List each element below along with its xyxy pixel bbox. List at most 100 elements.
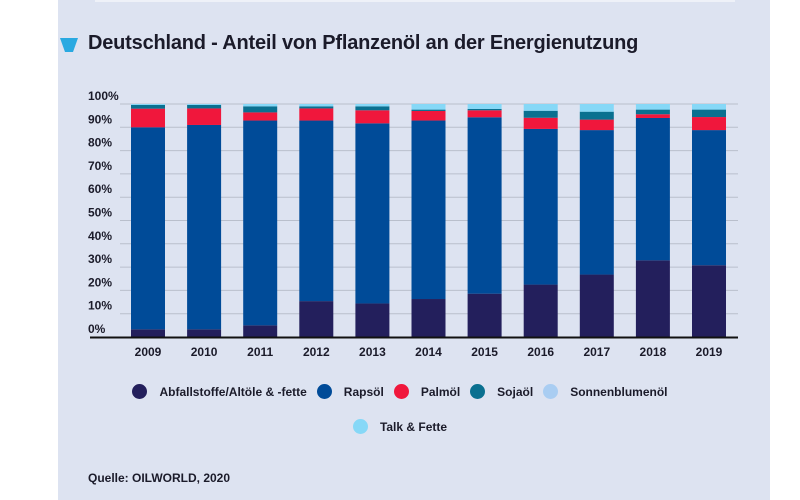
bar-segment-abfallstoffe-altöle-fette-2014 xyxy=(411,299,446,337)
bar-segment-abfallstoffe-altöle-fette-2012 xyxy=(299,301,334,337)
bar-segment-sojaöl-2009 xyxy=(131,104,165,109)
bar-segment-rapsöl-2013 xyxy=(355,123,390,304)
legend-item: Palmöl xyxy=(393,384,461,399)
bar-segment-rapsöl-2011 xyxy=(243,120,278,326)
bar-segment-palmöl-2014 xyxy=(411,110,446,121)
bar-segment-sojaöl-2011 xyxy=(243,106,278,113)
bar-segment-sojaöl-2019 xyxy=(692,109,726,118)
bar-segment-palmöl-2017 xyxy=(579,119,614,131)
legend-label: Rapsöl xyxy=(343,384,384,399)
x-tick-label: 2017 xyxy=(583,345,610,359)
y-tick-label: 30% xyxy=(88,252,112,266)
legend-label: Sonnenblumenöl xyxy=(570,384,668,399)
bar-segment-rapsöl-2019 xyxy=(692,130,726,266)
bar-segment-abfallstoffe-altöle-fette-2015 xyxy=(467,293,502,337)
y-tick-label: 10% xyxy=(88,299,112,313)
legend-swatch xyxy=(470,384,486,399)
y-tick-label: 60% xyxy=(88,182,112,196)
legend-label: Abfallstoffe/Altöle & -fette xyxy=(159,384,307,399)
x-tick-label: 2010 xyxy=(191,345,218,359)
bar-segment-rapsöl-2009 xyxy=(131,127,165,330)
legend-item: Abfallstoffe/Altöle & -fette xyxy=(132,384,307,399)
x-tick-label: 2016 xyxy=(527,345,554,359)
bar-segment-talk-fette-2013 xyxy=(355,104,390,107)
divider xyxy=(95,0,735,2)
bar-segment-rapsöl-2015 xyxy=(467,117,502,294)
y-tick-label: 0% xyxy=(88,322,106,336)
y-tick-label: 90% xyxy=(88,112,112,126)
source-note: Quelle: OILWORLD, 2020 xyxy=(88,471,231,485)
y-tick-label: 100% xyxy=(88,89,119,103)
legend-item: Sonnenblumenöl xyxy=(543,384,668,399)
bar-segment-talk-fette-2019 xyxy=(692,104,726,110)
bar-segment-talk-fette-2010 xyxy=(187,104,222,105)
x-tick-label: 2011 xyxy=(247,345,273,359)
bar-segment-sojaöl-2014 xyxy=(411,109,446,111)
legend-item: Rapsöl xyxy=(316,384,384,399)
legend-item: Talk & Fette xyxy=(352,419,448,434)
bar-segment-sojaöl-2015 xyxy=(467,108,502,111)
bar-segment-palmöl-2011 xyxy=(243,112,278,121)
bar-segment-abfallstoffe-altöle-fette-2011 xyxy=(243,325,278,337)
bar-segment-talk-fette-2018 xyxy=(635,104,670,110)
bar-segment-palmöl-2015 xyxy=(467,110,502,118)
x-tick-label: 2009 xyxy=(135,345,162,359)
legend-swatch xyxy=(352,419,368,434)
bar-segment-rapsöl-2012 xyxy=(299,120,334,302)
x-tick-label: 2014 xyxy=(415,345,442,359)
bar-segment-sojaöl-2012 xyxy=(299,106,334,109)
bar-segment-rapsöl-2018 xyxy=(635,117,670,261)
x-tick-label: 2015 xyxy=(471,345,498,359)
y-tick-label: 40% xyxy=(88,229,112,243)
legend-label: Talk & Fette xyxy=(379,419,448,434)
bar-segment-talk-fette-2012 xyxy=(299,104,334,107)
bar-segment-palmöl-2010 xyxy=(187,108,222,125)
bar-segment-talk-fette-2016 xyxy=(523,104,558,111)
bar-segment-rapsöl-2017 xyxy=(579,130,614,275)
bar-segment-talk-fette-2009 xyxy=(131,104,165,105)
bar-segment-talk-fette-2011 xyxy=(243,104,278,107)
bar-segment-talk-fette-2014 xyxy=(411,104,446,110)
bar-segment-sojaöl-2018 xyxy=(635,109,670,115)
bar-segment-abfallstoffe-altöle-fette-2019 xyxy=(692,265,726,337)
bar-segment-palmöl-2009 xyxy=(131,108,165,128)
x-tick-label: 2018 xyxy=(640,345,667,359)
bar-segment-abfallstoffe-altöle-fette-2018 xyxy=(635,260,670,337)
bar-segment-abfallstoffe-altöle-fette-2009 xyxy=(131,329,165,337)
chart-title: Deutschland - Anteil von Pflanzenöl an d… xyxy=(88,32,639,54)
bar-segment-sojaöl-2013 xyxy=(355,106,390,111)
legend-item: Sojaöl xyxy=(470,384,533,399)
bar-segment-abfallstoffe-altöle-fette-2010 xyxy=(187,329,222,337)
bar-segment-palmöl-2019 xyxy=(692,117,726,131)
x-tick-label: 2013 xyxy=(359,345,386,359)
legend-label: Sojaöl xyxy=(497,384,534,399)
bar-segment-palmöl-2013 xyxy=(355,110,390,124)
legend-swatch xyxy=(316,384,332,399)
legend-row-2: Talk & Fette xyxy=(0,419,800,434)
logo-icon xyxy=(60,38,78,52)
legend-swatch xyxy=(543,384,559,399)
bar-segment-rapsöl-2010 xyxy=(187,124,222,330)
y-tick-label: 50% xyxy=(88,206,112,220)
bar-segment-rapsöl-2016 xyxy=(523,128,558,285)
legend-label: Palmöl xyxy=(420,384,461,399)
legend-swatch xyxy=(393,384,409,399)
bar-segment-abfallstoffe-altöle-fette-2013 xyxy=(355,303,390,337)
bar-segment-sojaöl-2010 xyxy=(187,104,222,109)
y-tick-label: 80% xyxy=(88,136,112,150)
bar-segment-palmöl-2018 xyxy=(635,114,670,118)
y-tick-label: 20% xyxy=(88,275,112,289)
bar-segment-abfallstoffe-altöle-fette-2017 xyxy=(579,274,614,337)
bar-segment-sojaöl-2016 xyxy=(523,110,558,118)
bar-segment-talk-fette-2015 xyxy=(467,104,502,109)
legend-row-1: Abfallstoffe/Altöle & -fette Rapsöl Palmöl… xyxy=(0,384,800,399)
bar-segment-palmöl-2012 xyxy=(299,108,334,121)
legend-swatch xyxy=(132,384,148,399)
bar-segment-sojaöl-2017 xyxy=(579,111,614,120)
bar-segment-talk-fette-2017 xyxy=(579,104,614,112)
bar-segment-rapsöl-2014 xyxy=(411,120,446,300)
y-tick-label: 70% xyxy=(88,159,112,173)
bar-segment-abfallstoffe-altöle-fette-2016 xyxy=(523,284,558,337)
x-tick-label: 2019 xyxy=(696,345,723,359)
